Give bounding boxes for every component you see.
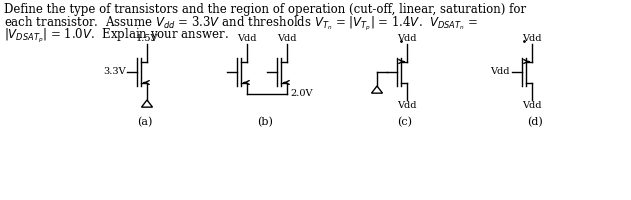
Text: Vdd: Vdd bbox=[398, 101, 416, 110]
Text: Define the type of transistors and the region of operation (cut-off, linear, sat: Define the type of transistors and the r… bbox=[4, 3, 526, 16]
Text: (d): (d) bbox=[527, 117, 543, 127]
Text: Vdd: Vdd bbox=[522, 34, 542, 43]
Text: each transistor.  Assume $V_{dd}$ = 3.3$V$ and thresholds $V_{T_n}$ = $|V_{T_p}|: each transistor. Assume $V_{dd}$ = 3.3$V… bbox=[4, 15, 478, 33]
Text: Vdd: Vdd bbox=[398, 34, 416, 43]
Text: 2.0V: 2.0V bbox=[290, 90, 312, 98]
Text: 1.5V: 1.5V bbox=[136, 34, 158, 43]
Text: Vdd: Vdd bbox=[277, 34, 297, 43]
Text: (b): (b) bbox=[257, 117, 273, 127]
Text: $|V_{DSAT_p}|$ = 1.0$V$.  Explain your answer.: $|V_{DSAT_p}|$ = 1.0$V$. Explain your an… bbox=[4, 27, 228, 45]
Text: (a): (a) bbox=[138, 117, 153, 127]
Text: 3.3V: 3.3V bbox=[103, 68, 126, 76]
Text: Vdd: Vdd bbox=[490, 68, 510, 76]
Text: Vdd: Vdd bbox=[522, 101, 542, 110]
Text: (c): (c) bbox=[398, 117, 413, 127]
Text: Vdd: Vdd bbox=[237, 34, 257, 43]
